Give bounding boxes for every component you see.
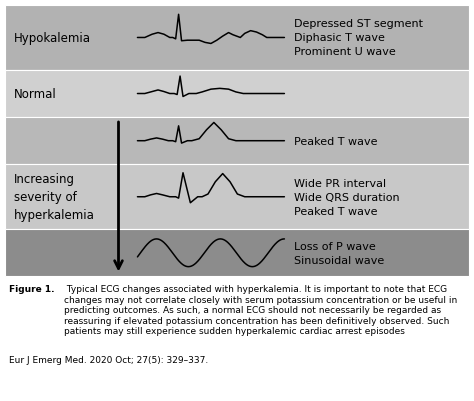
- Text: Increasing
severity of
hyperkalemia: Increasing severity of hyperkalemia: [14, 173, 95, 222]
- Text: Normal: Normal: [14, 88, 57, 101]
- Text: Eur J Emerg Med. 2020 Oct; 27(5): 329–337.: Eur J Emerg Med. 2020 Oct; 27(5): 329–33…: [9, 355, 209, 364]
- Text: Figure 1.: Figure 1.: [9, 285, 55, 294]
- Text: Wide PR interval
Wide QRS duration
Peaked T wave: Wide PR interval Wide QRS duration Peake…: [294, 178, 400, 216]
- Text: Peaked T wave: Peaked T wave: [294, 136, 377, 146]
- Text: Typical ECG changes associated with hyperkalemia. It is important to note that E: Typical ECG changes associated with hype…: [64, 285, 457, 335]
- Bar: [5, 71, 469, 118]
- Bar: [5, 118, 469, 165]
- Text: Loss of P wave
Sinusoidal wave: Loss of P wave Sinusoidal wave: [294, 241, 384, 265]
- Bar: [5, 165, 469, 230]
- Text: Depressed ST segment
Diphasic T wave
Prominent U wave: Depressed ST segment Diphasic T wave Pro…: [294, 19, 423, 57]
- Text: Hypokalemia: Hypokalemia: [14, 32, 91, 45]
- Bar: [5, 230, 469, 277]
- Bar: [5, 6, 469, 71]
